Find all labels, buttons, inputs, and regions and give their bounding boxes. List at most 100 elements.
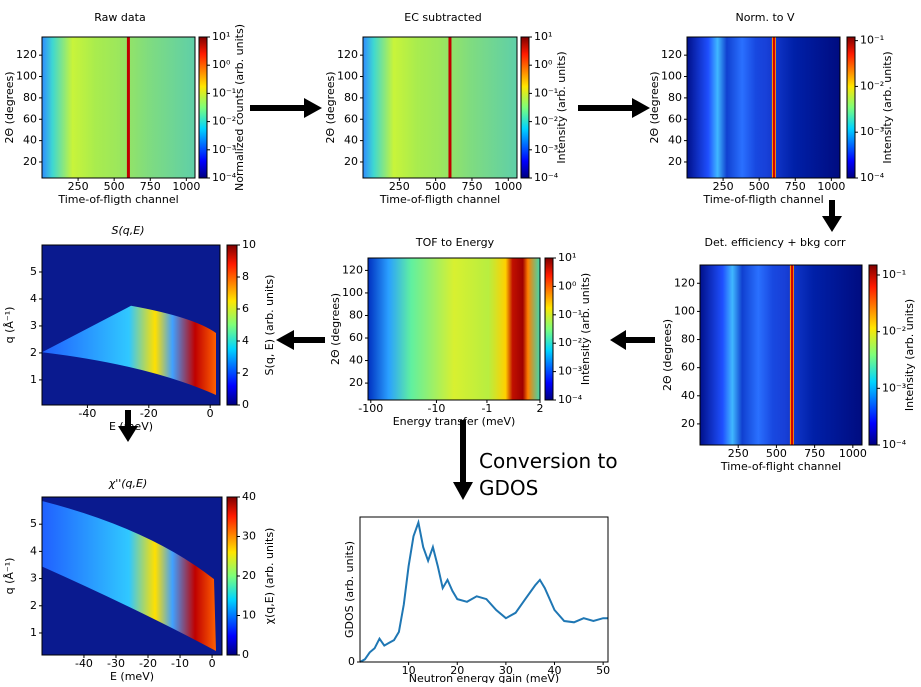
colorbar-label: Intensity (arb. units) [903,299,916,411]
y-tick-label: 100 [674,304,695,317]
x-tick-label: 750 [804,447,825,460]
x-tick-label: -1 [481,402,492,415]
y-tick-label: 40 [349,354,363,367]
colorbar-tick-label: 20 [242,569,256,582]
colorbar-tick-label: 10⁻¹ [882,268,906,281]
x-tick-label: 20 [450,664,464,677]
colorbar-tick-label: 10¹ [534,30,552,43]
y-tick-label: 120 [674,276,695,289]
x-axis-label: Time-of-fligth channel [57,193,178,206]
y-tick-label: 40 [668,134,682,147]
x-axis-label: Time-of-fligth channel [379,193,500,206]
plot-frame [699,264,863,446]
y-tick-label: 5 [30,517,37,530]
heatmap-band [42,305,216,395]
chart-title: Det. efficiency + bkg corr [704,236,845,249]
plot-frame [41,36,196,179]
colorbar-tick-label: 10 [242,609,256,622]
colorbar-tick-label: 10⁻² [860,79,884,92]
colorbar-tick-label: 0 [242,398,249,411]
y-tick-label: 20 [349,376,363,389]
x-tick-label: 0 [209,657,216,670]
colorbar-tick-label: 40 [242,490,256,503]
y-tick-label: 80 [349,308,363,321]
x-axis-label: Neutron energy gain (meV) [409,672,559,683]
colorbar-label: Intensity (arb. units) [579,273,592,385]
heatmap-peak [448,37,452,178]
colorbar-tick-label: 10⁻³ [212,143,236,156]
colorbar-tick-label: 10⁻² [882,325,906,338]
heatmap-image [42,37,195,178]
y-axis-label: 2Θ (degrees) [329,293,342,365]
heatmap-bg [700,265,862,445]
arrow-head [822,216,842,232]
colorbar-tick-label: 0 [242,648,249,661]
plot-frame [367,257,541,401]
y-tick-label: 3 [30,319,37,332]
x-tick-label: 1000 [817,180,845,193]
y-tick-label: 80 [681,333,695,346]
x-axis-label: Time-of-fligth channel [702,193,823,206]
arrow-head [304,98,322,118]
x-tick-label: 250 [389,180,410,193]
y-tick-label: 120 [16,48,37,61]
heatmap-peak [126,37,130,178]
heatmap-peak [772,37,775,178]
colorbar-label: Intensity (arb. units) [555,51,568,163]
y-tick-label: 60 [668,112,682,125]
y-tick-label: 20 [344,155,358,168]
x-tick-label: 30 [499,664,513,677]
colorbar-tick-label: 10⁻³ [534,143,558,156]
y-tick-label: 60 [349,331,363,344]
y-tick-label: 120 [661,48,682,61]
x-tick-label: -20 [140,407,158,420]
x-axis-label: Energy transfer (meV) [393,415,516,428]
y-axis-label: q (Å⁻¹) [3,307,16,344]
x-axis-label: E (meV) [110,670,154,683]
y-axis-label: 2Θ (degrees) [3,71,16,143]
heatmap-image [42,245,220,405]
plot-frame [359,516,609,663]
y-tick-label: 1 [30,626,37,639]
y-axis-label: q (Å⁻¹) [3,558,16,595]
x-tick-label: 250 [713,180,734,193]
heatmap-image [42,497,222,655]
colorbar [226,496,238,656]
plot-frame [686,36,841,179]
colorbar-tick-label: 10⁻⁴ [882,438,907,451]
arrow-head [276,330,294,350]
x-tick-label: 2 [537,402,544,415]
y-tick-label: 4 [30,292,37,305]
y-tick-label: 100 [337,70,358,83]
colorbar-tick-label: 10⁻⁴ [534,171,559,184]
x-tick-label: 10 [402,664,416,677]
y-tick-label: 40 [681,389,695,402]
y-tick-label: 100 [342,286,363,299]
colorbar [226,244,238,406]
colorbar-tick-label: 10⁻⁴ [212,171,237,184]
colorbar-tick-label: 10⁰ [558,279,577,292]
arrow-head [118,426,138,442]
heatmap-image [363,37,517,178]
y-tick-label: 1 [30,373,37,386]
heatmap-image [700,265,862,445]
line [359,518,608,663]
heatmap-bg [368,258,540,400]
y-tick-label: 40 [23,134,37,147]
colorbar [868,264,878,446]
y-axis-label: 2Θ (degrees) [324,71,337,143]
x-tick-label: 500 [766,447,787,460]
colorbar-tick-label: 4 [242,334,249,347]
colorbar-tick-label: 6 [242,302,249,315]
chart-title: χ''(q,E) [108,477,148,490]
chart-title: TOF to Energy [415,236,495,249]
plot-frame [41,496,223,656]
colorbar-tick-label: 10⁻⁴ [558,393,583,406]
arrow-head [453,482,473,500]
y-axis-label: GDOS (arb. units) [343,541,356,638]
colorbar-tick-label: 10⁻¹ [860,34,884,47]
arrow-head [610,330,626,350]
heatmap-band [42,501,216,651]
colorbar [846,36,856,179]
chart-title-box: Conversion to GDOS [479,449,618,500]
